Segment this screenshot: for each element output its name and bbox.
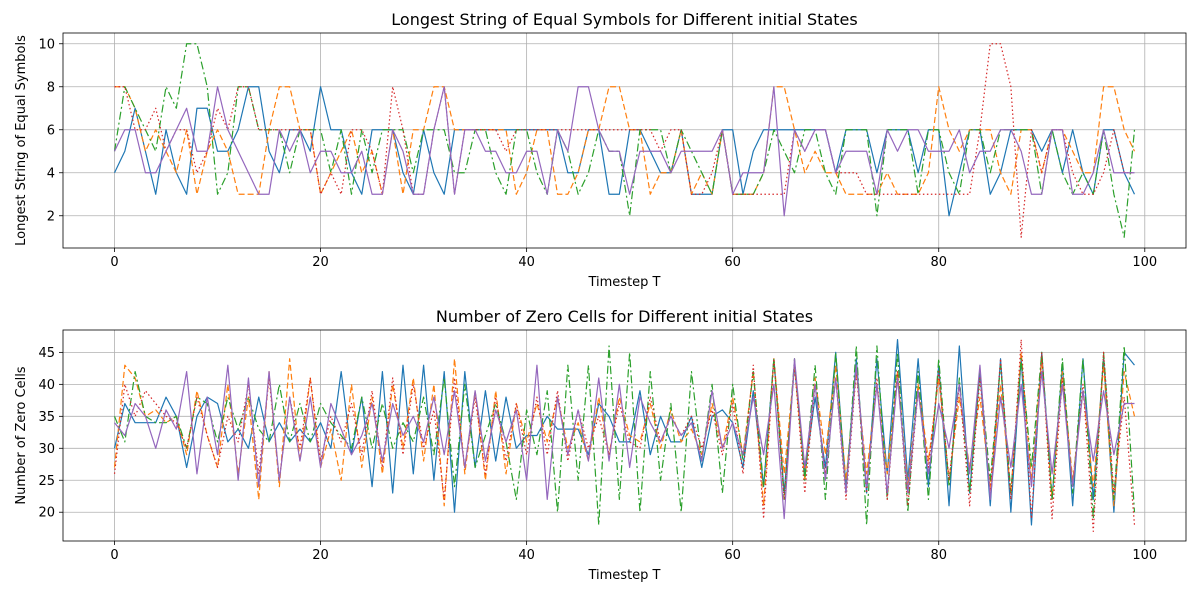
y-axis-label: Longest String of Equal Symbols — [14, 35, 29, 246]
plot-frame — [62, 329, 1187, 542]
series-line-0 — [113, 338, 1135, 526]
x-tick-label: 0 — [110, 255, 118, 270]
x-tick-label: 40 — [518, 255, 535, 270]
x-tick-label: 40 — [518, 548, 535, 563]
x-tick-label: 60 — [724, 255, 741, 270]
plot-frame — [62, 32, 1187, 249]
series-line-4 — [114, 358, 1135, 520]
chart-title: Number of Zero Cells for Different initi… — [436, 307, 813, 326]
series-line-2 — [113, 43, 1136, 238]
y-tick-label: 6 — [47, 123, 55, 138]
y-tick-label: 8 — [47, 80, 55, 95]
y-tick-label: 25 — [38, 474, 55, 489]
y-tick-label: 20 — [38, 506, 55, 521]
y-tick-label: 40 — [38, 378, 55, 393]
x-tick-label: 100 — [1132, 255, 1157, 270]
x-tick-label: 80 — [930, 255, 947, 270]
y-tick-label: 4 — [47, 166, 55, 181]
x-tick-label: 0 — [110, 548, 118, 563]
x-tick-label: 60 — [724, 548, 741, 563]
chart-title: Longest String of Equal Symbols for Diff… — [391, 10, 857, 29]
chart-panel-0: 0 20 40 60 80 100 2 4 6 8 10 Longest String of Equa… — [14, 10, 1187, 290]
y-tick-label: 10 — [38, 37, 55, 52]
series-line-1 — [114, 86, 1136, 195]
series-line-2 — [113, 345, 1136, 526]
series-line-4 — [113, 86, 1135, 217]
y-tick-label: 45 — [38, 346, 55, 361]
x-axis-label: Timestep T — [587, 568, 660, 583]
y-tick-label: 35 — [38, 410, 55, 425]
x-tick-label: 100 — [1132, 548, 1157, 563]
x-tick-label: 20 — [312, 548, 329, 563]
x-tick-label: 80 — [930, 548, 947, 563]
y-tick-label: 2 — [47, 209, 55, 224]
x-axis-label: Timestep T — [587, 275, 660, 290]
chart-panel-1: 0 20 40 60 80 100 20 25 30 35 40 45 Number of Zero C… — [14, 307, 1187, 583]
x-tick-label: 20 — [312, 255, 329, 270]
y-axis-label: Number of Zero Cells — [14, 366, 29, 504]
y-tick-label: 30 — [38, 442, 55, 457]
